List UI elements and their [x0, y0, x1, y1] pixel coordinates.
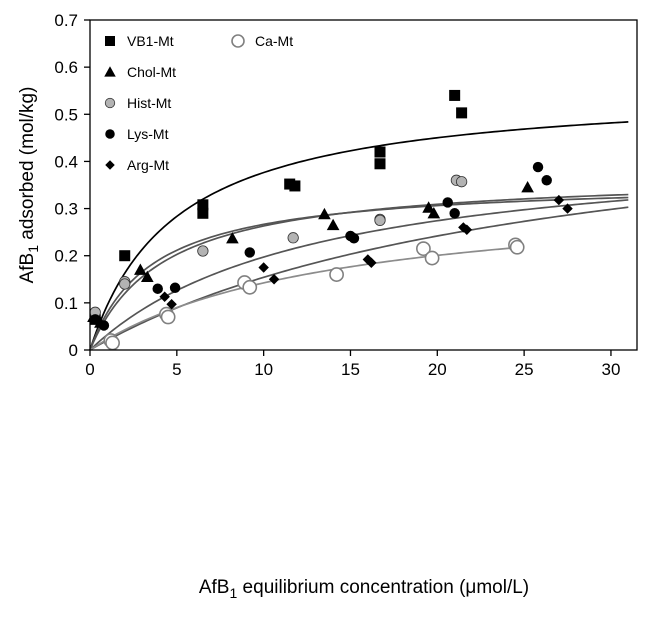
- x-tick-label: 30: [601, 360, 620, 379]
- point-hist-mt: [374, 214, 386, 226]
- x-tick-label: 20: [428, 360, 447, 379]
- y-tick-label: 0.3: [54, 200, 78, 219]
- point-lys-mt: [89, 314, 101, 325]
- point-vb1-mt: [197, 207, 209, 219]
- y-tick-label: 0.7: [54, 11, 78, 30]
- point-vb1-mt: [197, 199, 209, 211]
- legend-marker-ca-mt: [231, 34, 245, 48]
- y-tick-label: 0.2: [54, 247, 78, 266]
- point-lys-mt: [244, 247, 255, 258]
- point-chol-mt: [521, 181, 534, 193]
- point-vb1-mt: [374, 158, 386, 170]
- point-arg-mt: [562, 203, 573, 214]
- y-tick-label: 0: [69, 341, 78, 360]
- point-arg-mt: [553, 194, 565, 206]
- legend-label-ca-mt: Ca-Mt: [255, 33, 293, 49]
- data-points: [87, 89, 573, 351]
- fit-curve-vb1-mt: [89, 121, 629, 351]
- axes: [89, 19, 638, 351]
- x-axis-label: AfB1 equilibrium concentration (μmol/L): [199, 577, 529, 601]
- point-arg-mt: [258, 262, 269, 273]
- y-axis-ticks: 0 0.1 0.2 0.3 0.4 0.5 0.6 0.7: [54, 11, 90, 360]
- legend-marker-vb1-mt: [105, 36, 115, 46]
- y-axis-label: AfB1 adsorbed (mol/kg): [17, 87, 41, 284]
- point-arg-mt: [159, 291, 170, 302]
- legend-marker-arg-mt: [105, 160, 115, 170]
- point-lys-mt: [169, 282, 181, 293]
- legend-label-arg-mt: Arg-Mt: [127, 157, 169, 173]
- point-vb1-mt: [289, 180, 301, 192]
- point-chol-mt: [422, 201, 435, 213]
- point-hist-mt: [197, 245, 209, 257]
- point-hist-mt: [287, 232, 299, 244]
- point-ca-mt: [242, 279, 258, 295]
- y-tick-label: 0.6: [54, 58, 78, 77]
- point-hist-mt: [455, 176, 468, 188]
- y-tick-label: 0.4: [54, 152, 78, 171]
- point-chol-mt: [134, 263, 147, 275]
- x-tick-label: 15: [341, 360, 360, 379]
- point-chol-mt: [140, 270, 154, 282]
- point-ca-mt: [105, 335, 120, 351]
- point-vb1-mt: [374, 146, 386, 158]
- legend-marker-lys-mt: [105, 129, 115, 139]
- plot-frame: [89, 19, 638, 351]
- point-lys-mt: [541, 175, 552, 186]
- point-chol-mt: [427, 206, 441, 219]
- x-tick-label: 25: [515, 360, 534, 379]
- point-arg-mt: [166, 299, 177, 310]
- point-lys-mt: [532, 161, 544, 173]
- point-ca-mt: [160, 309, 176, 325]
- legend-label-lys-mt: Lys-Mt: [127, 126, 169, 142]
- point-chol-mt: [318, 207, 331, 220]
- legend-label-hist-mt: Hist-Mt: [127, 95, 171, 111]
- point-lys-mt: [442, 197, 453, 208]
- x-axis-ticks: 0 5 10 15 20 25 30: [85, 350, 620, 379]
- legend: VB1-Mt Chol-Mt Hist-Mt Lys-Mt Arg-Mt Ca-Mt: [104, 33, 293, 173]
- point-vb1-mt: [449, 89, 461, 101]
- legend-label-chol-mt: Chol-Mt: [127, 64, 176, 80]
- legend-marker-hist-mt: [104, 97, 116, 109]
- x-tick-label: 0: [85, 360, 94, 379]
- point-vb1-mt: [119, 250, 131, 262]
- legend-marker-chol-mt: [104, 66, 116, 77]
- x-tick-label: 10: [254, 360, 273, 379]
- point-arg-mt: [461, 224, 473, 236]
- legend-label-vb1-mt: VB1-Mt: [127, 33, 174, 49]
- point-chol-mt: [226, 231, 239, 244]
- y-tick-label: 0.5: [54, 105, 78, 124]
- point-ca-mt: [329, 267, 344, 282]
- point-ca-mt: [424, 250, 440, 266]
- point-lys-mt: [348, 233, 360, 244]
- point-arg-mt: [268, 274, 280, 285]
- point-arg-mt: [366, 257, 377, 269]
- point-lys-mt: [449, 208, 460, 219]
- point-chol-mt: [326, 218, 340, 231]
- x-tick-label: 5: [172, 360, 181, 379]
- point-ca-mt: [416, 241, 431, 257]
- y-tick-label: 0.1: [54, 294, 78, 313]
- fit-curve-hist-mt: [89, 193, 629, 351]
- point-ca-mt: [509, 239, 525, 255]
- point-vb1-mt: [456, 107, 468, 119]
- point-arg-mt: [458, 222, 469, 233]
- point-hist-mt: [119, 278, 131, 290]
- point-lys-mt: [98, 320, 110, 331]
- point-lys-mt: [152, 283, 163, 294]
